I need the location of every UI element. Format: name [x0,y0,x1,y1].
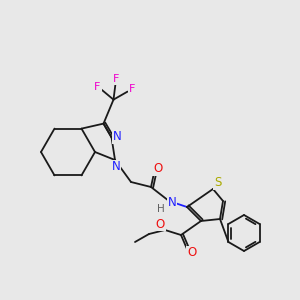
Text: F: F [129,84,136,94]
Text: O: O [153,163,163,176]
Text: N: N [168,196,176,208]
Text: S: S [214,176,222,190]
Text: N: N [113,130,122,143]
Text: O: O [188,247,196,260]
Text: O: O [155,218,165,230]
Text: N: N [112,160,120,173]
Text: F: F [94,82,101,92]
Text: F: F [113,74,120,84]
Text: H: H [157,204,165,214]
